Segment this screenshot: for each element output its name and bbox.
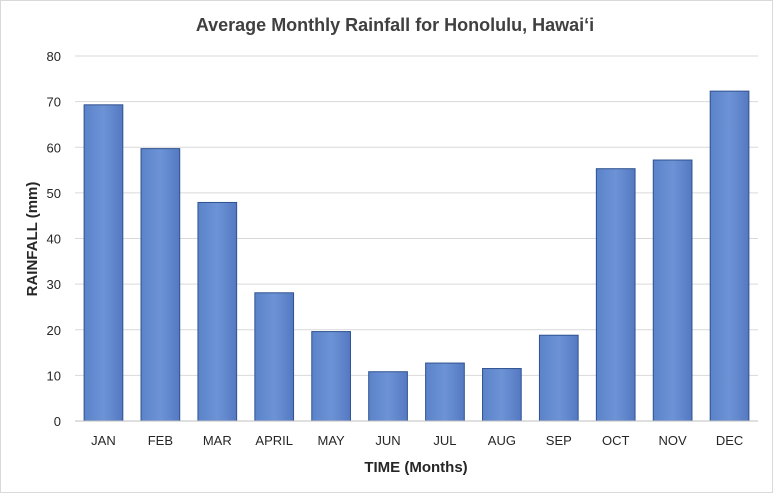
bar-nov <box>652 159 693 422</box>
x-tick-label: OCT <box>602 433 630 448</box>
x-tick-label: NOV <box>659 433 688 448</box>
x-tick-label: JUN <box>375 433 400 448</box>
x-tick-label: DEC <box>716 433 743 448</box>
bar-mar <box>197 201 238 422</box>
y-axis-title: RAINFALL (mm) <box>24 182 41 297</box>
x-axis-title: TIME (Months) <box>364 459 467 476</box>
bar-dec <box>709 90 750 422</box>
y-tick-label: 0 <box>54 414 61 429</box>
bars <box>83 90 750 422</box>
y-tick-label: 60 <box>47 140 61 155</box>
chart-title: Average Monthly Rainfall for Honolulu, H… <box>196 15 594 35</box>
x-tick-label: MAY <box>318 433 346 448</box>
x-tick-label: MAR <box>203 433 232 448</box>
bar-jun <box>368 371 408 422</box>
gridlines <box>75 55 758 376</box>
bar-sep <box>538 334 579 422</box>
x-tick-label: JUL <box>433 433 456 448</box>
y-tick-label: 30 <box>47 277 61 292</box>
y-tick-label: 70 <box>47 95 61 110</box>
y-tick-label: 10 <box>47 368 61 383</box>
x-tick-label: JAN <box>91 433 116 448</box>
y-tick-label: 80 <box>47 49 61 64</box>
y-tick-label: 50 <box>47 186 61 201</box>
x-tick-label: AUG <box>488 433 516 448</box>
x-tick-label: FEB <box>148 433 173 448</box>
x-axis-ticks: JAN FEB MAR APRIL MAY JUN JUL AUG SEP OCT NOV DEC <box>91 433 743 448</box>
y-axis-ticks: 0 10 20 30 40 50 60 70 80 <box>47 49 61 429</box>
y-tick-label: 40 <box>47 232 61 247</box>
bar-jul <box>425 362 465 422</box>
bar-feb <box>140 148 181 422</box>
bar-jan <box>83 104 124 422</box>
x-tick-label: SEP <box>546 433 572 448</box>
x-tick-label: APRIL <box>255 433 293 448</box>
bar-may <box>311 331 351 422</box>
y-tick-label: 20 <box>47 323 61 338</box>
bar-aug <box>482 368 522 422</box>
bar-april <box>254 292 295 422</box>
bar-oct <box>595 168 636 422</box>
